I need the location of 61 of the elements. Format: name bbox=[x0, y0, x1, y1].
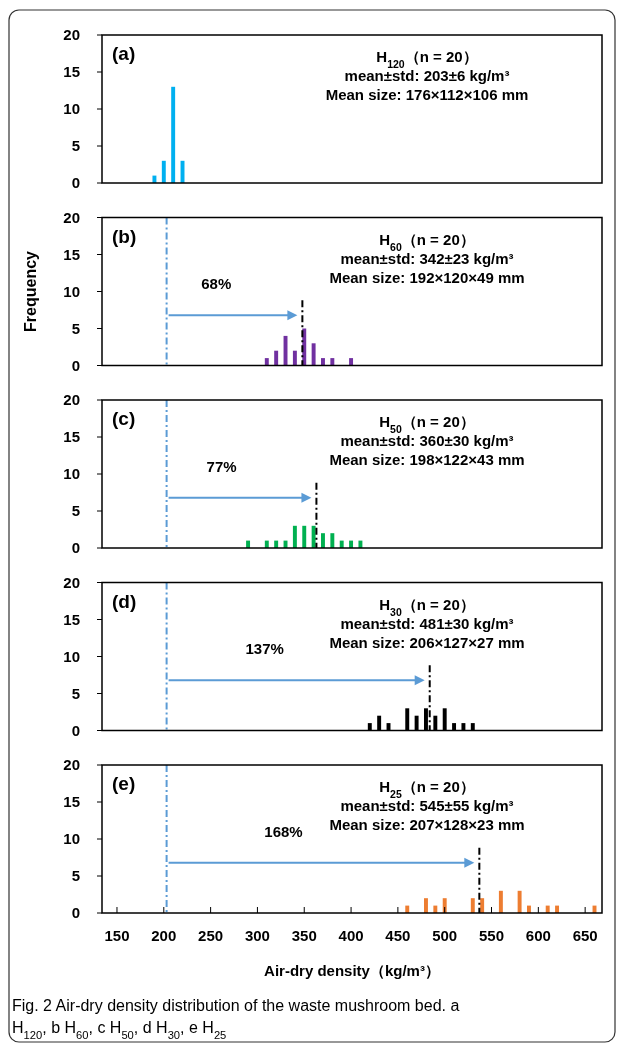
annotation: mean±std: 203±6 kg/m³ bbox=[344, 67, 510, 84]
y-tick-label: 15 bbox=[63, 245, 80, 263]
y-tick-label: 20 bbox=[63, 26, 80, 44]
annotation: Mean size: 176×112×106 mm bbox=[325, 86, 529, 103]
x-tick-label: 500 bbox=[432, 927, 458, 944]
x-tick-label: 550 bbox=[479, 927, 505, 944]
y-tick-label: 5 bbox=[71, 137, 80, 155]
x-tick-label: 250 bbox=[198, 927, 224, 944]
annotation: 68% bbox=[201, 275, 232, 293]
x-tick-label: 400 bbox=[338, 927, 364, 944]
text: Fig. 2 Air-dry density distribution of the waste mushroom bed. a H$_{120}$, b H$_{60}$, c H$_{50}$, d H$_{30}$, e H$_{25}$ bbox=[12, 997, 460, 1041]
annotation: mean±std: 545±55 kg/m³ bbox=[340, 797, 514, 814]
y-tick-label: 10 bbox=[63, 100, 80, 118]
chart-title: (a) bbox=[112, 43, 136, 64]
y-tick-label: 20 bbox=[63, 391, 80, 409]
annotation: H$_{30}$（n = 20） bbox=[379, 595, 475, 618]
chart-title: (d) bbox=[112, 590, 137, 612]
annotation: Mean size: 207×128×23 mm bbox=[329, 816, 525, 833]
y-tick-label: 5 bbox=[71, 684, 80, 702]
y-tick-label: 5 bbox=[71, 502, 80, 520]
annotation: Mean size: 192×120×49 mm bbox=[329, 268, 525, 286]
annotation: Mean size: 206×127×27 mm bbox=[329, 633, 525, 651]
chart-title: (b) bbox=[112, 225, 137, 247]
y-tick-label: 15 bbox=[63, 428, 80, 446]
y-tick-label: 0 bbox=[71, 904, 80, 922]
y-tick-label: 0 bbox=[71, 539, 80, 557]
y-tick-label: 15 bbox=[63, 610, 80, 628]
y-axis-title: Frequency bbox=[22, 250, 39, 332]
y-tick-label: 10 bbox=[63, 830, 80, 848]
y-tick-label: 20 bbox=[63, 756, 80, 774]
annotation: Mean size: 198×122×43 mm bbox=[329, 451, 525, 468]
y-tick-label: 10 bbox=[63, 282, 80, 300]
x-tick-label: 600 bbox=[525, 927, 551, 944]
x-tick-label: 200 bbox=[151, 927, 177, 944]
y-tick-label: 20 bbox=[63, 208, 80, 226]
y-tick-label: 0 bbox=[71, 174, 80, 192]
annotation: mean±std: 360±30 kg/m³ bbox=[340, 432, 514, 449]
x-tick-label: 450 bbox=[385, 927, 411, 944]
y-tick-label: 20 bbox=[63, 573, 80, 591]
x-tick-label: 150 bbox=[104, 927, 130, 944]
y-tick-label: 0 bbox=[71, 356, 80, 374]
annotation: H$_{120}$（n = 20） bbox=[376, 48, 478, 70]
x-tick-label: 650 bbox=[572, 927, 598, 944]
annotation: 137% bbox=[245, 640, 284, 658]
y-tick-label: 0 bbox=[71, 721, 80, 739]
chart-title: (c) bbox=[112, 408, 136, 429]
x-tick-label: 300 bbox=[244, 927, 270, 944]
y-tick-label: 10 bbox=[63, 647, 80, 665]
annotation: 168% bbox=[264, 822, 303, 840]
x-tick-label: 350 bbox=[291, 927, 317, 944]
y-tick-label: 5 bbox=[71, 319, 80, 337]
x-axis-title: Air-dry density（kg/m³） bbox=[264, 962, 440, 979]
y-tick-label: 5 bbox=[71, 867, 80, 885]
annotation: H$_{50}$（n = 20） bbox=[379, 413, 475, 435]
chart-title: (e) bbox=[112, 773, 136, 794]
y-tick-label: 15 bbox=[63, 793, 80, 811]
annotation: H$_{25}$（n = 20） bbox=[379, 778, 475, 800]
annotation: H$_{60}$（n = 20） bbox=[379, 230, 475, 253]
annotation: 77% bbox=[206, 457, 237, 475]
y-tick-label: 10 bbox=[63, 465, 80, 483]
y-tick-label: 15 bbox=[63, 63, 80, 81]
